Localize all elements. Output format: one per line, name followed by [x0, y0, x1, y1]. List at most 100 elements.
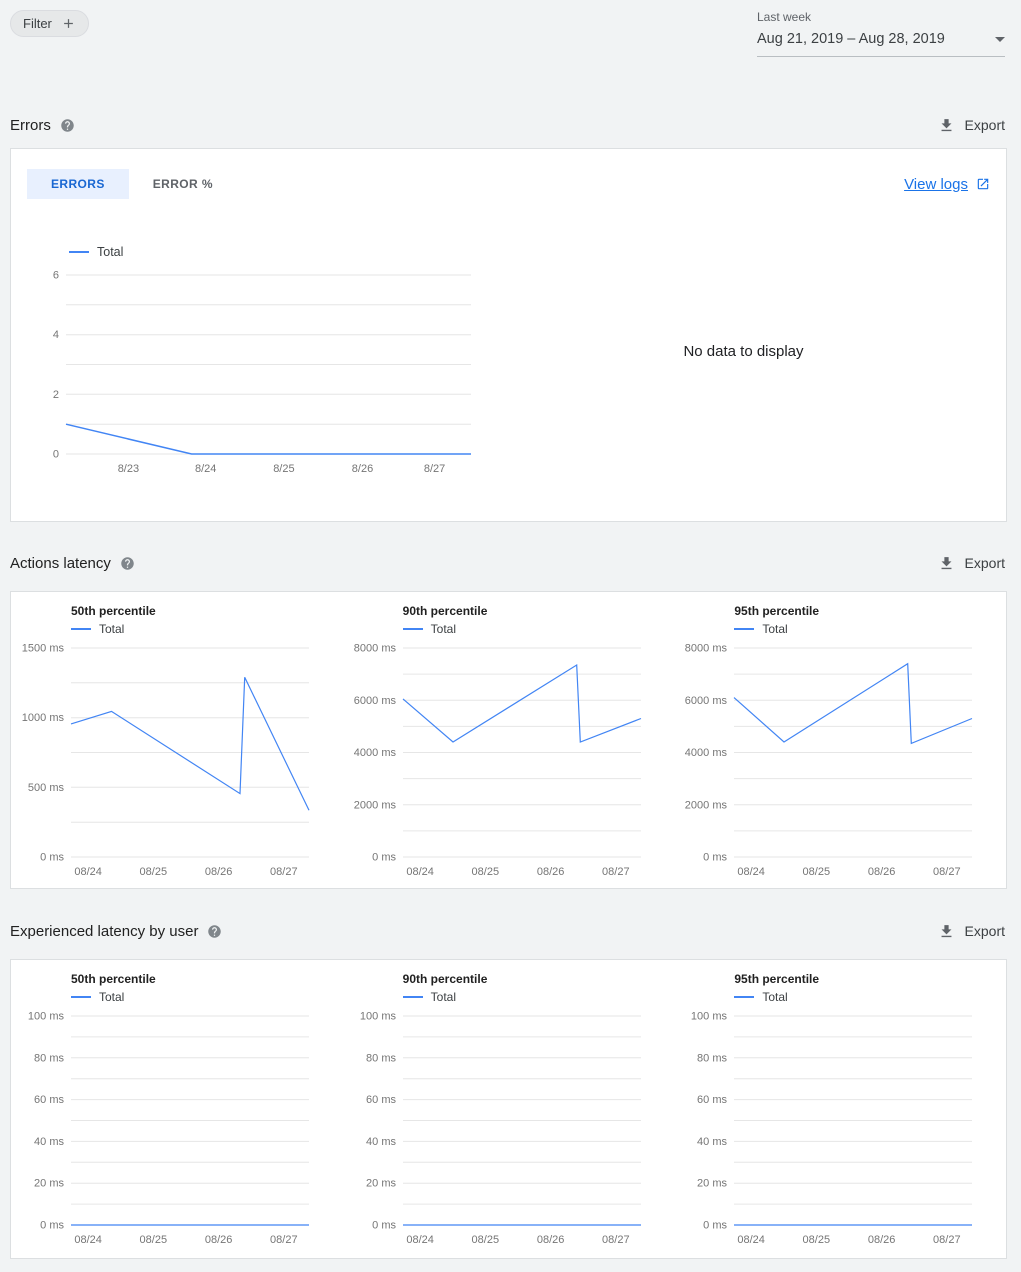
chart-title: 90th percentile	[402, 604, 488, 618]
svg-text:08/27: 08/27	[270, 1234, 298, 1246]
svg-text:0 ms: 0 ms	[40, 852, 64, 864]
view-logs-link[interactable]: View logs	[904, 176, 990, 193]
errors-export-label: Export	[964, 117, 1005, 133]
svg-text:0 ms: 0 ms	[372, 852, 396, 864]
tab-errors[interactable]: ERRORS	[27, 169, 129, 199]
svg-text:4000 ms: 4000 ms	[685, 747, 728, 759]
svg-text:08/25: 08/25	[140, 1234, 168, 1246]
svg-text:08/24: 08/24	[406, 866, 434, 878]
svg-text:0 ms: 0 ms	[704, 852, 728, 864]
svg-text:8/27: 8/27	[424, 463, 445, 475]
svg-text:08/26: 08/26	[537, 866, 565, 878]
svg-text:08/25: 08/25	[471, 866, 499, 878]
svg-text:08/26: 08/26	[868, 866, 896, 878]
experienced-latency-95th-block: 95th percentile Total 0 ms 20 ms 40 ms 60 m…	[674, 972, 1006, 1258]
svg-text:60 ms: 60 ms	[697, 1094, 727, 1106]
svg-text:08/26: 08/26	[205, 866, 233, 878]
experienced-latency-section-header: Experienced latency by user Export	[0, 920, 1021, 942]
legend-label: Total	[99, 990, 125, 1004]
legend-label: Total	[762, 990, 788, 1004]
experienced-latency-90th-chart: 0 ms 20 ms 40 ms 60 ms 80 ms 100 ms 08/24 08/25…	[351, 1006, 675, 1258]
experienced-latency-90th-block: 90th percentile Total 0 ms 20 ms 40 ms 60 m…	[343, 972, 675, 1258]
svg-text:80 ms: 80 ms	[34, 1052, 64, 1064]
svg-text:08/26: 08/26	[868, 1234, 896, 1246]
svg-text:0 ms: 0 ms	[40, 1220, 64, 1232]
svg-text:8/26: 8/26	[352, 463, 373, 475]
svg-text:08/24: 08/24	[74, 1234, 102, 1246]
plus-icon	[61, 16, 76, 31]
errors-legend: Total	[69, 245, 497, 259]
svg-text:0 ms: 0 ms	[704, 1220, 728, 1232]
legend-line-swatch	[734, 628, 755, 630]
legend-label: Total	[430, 622, 457, 636]
download-icon	[938, 923, 955, 940]
help-icon[interactable]	[207, 924, 222, 939]
svg-text:08/27: 08/27	[270, 866, 298, 878]
svg-text:08/25: 08/25	[803, 1234, 831, 1246]
errors-section-header: Errors Export	[0, 114, 1021, 136]
experienced-latency-export-label: Export	[964, 923, 1005, 939]
legend-label: Total	[762, 622, 788, 636]
svg-text:60 ms: 60 ms	[366, 1094, 396, 1106]
help-icon[interactable]	[120, 556, 135, 571]
actions-latency-95th-block: 95th percentile Total 0 ms 2000 ms 4000 ms…	[674, 604, 1006, 888]
svg-text:2: 2	[53, 389, 59, 401]
chart-title: 90th percentile	[402, 972, 488, 986]
svg-text:8000 ms: 8000 ms	[685, 643, 728, 655]
errors-tabs-row: ERRORS ERROR % View logs	[27, 169, 990, 199]
actions-latency-section-title: Actions latency	[10, 554, 111, 572]
svg-text:100 ms: 100 ms	[28, 1011, 65, 1023]
legend-label: Total	[99, 622, 125, 636]
actions-latency-90th-block: 90th percentile Total 0 ms 2000 ms 4000 ms…	[343, 604, 675, 888]
actions-latency-50th-chart: 0 ms 500 ms 1000 ms 1500 ms 08/24 08/25 08/26 0…	[19, 638, 343, 890]
svg-text:20 ms: 20 ms	[697, 1178, 727, 1190]
help-icon[interactable]	[60, 118, 75, 133]
svg-text:08/24: 08/24	[406, 1234, 434, 1246]
svg-text:1000 ms: 1000 ms	[22, 712, 65, 724]
actions-latency-50th-block: 50th percentile Total 0 ms 500 ms 1000 ms 1…	[11, 604, 343, 888]
svg-text:80 ms: 80 ms	[366, 1052, 396, 1064]
legend-label: Total	[430, 990, 457, 1004]
legend-line-swatch	[71, 628, 91, 630]
actions-latency-90th-chart: 0 ms 2000 ms 4000 ms 6000 ms 8000 ms 08/24 08/…	[351, 638, 675, 890]
experienced-latency-95th-chart: 0 ms 20 ms 40 ms 60 ms 80 ms 100 ms 08/24 08/25…	[682, 1006, 1006, 1258]
experienced-latency-export-button[interactable]: Export	[938, 923, 1005, 940]
svg-text:6000 ms: 6000 ms	[353, 695, 396, 707]
svg-text:08/25: 08/25	[471, 1234, 499, 1246]
svg-text:08/25: 08/25	[140, 866, 168, 878]
svg-text:08/27: 08/27	[602, 1234, 630, 1246]
svg-text:6000 ms: 6000 ms	[685, 695, 728, 707]
chart-title: 50th percentile	[71, 972, 156, 986]
svg-text:8/23: 8/23	[118, 463, 139, 475]
svg-text:08/25: 08/25	[803, 866, 831, 878]
actions-latency-card: 50th percentile Total 0 ms 500 ms 1000 ms 1…	[10, 591, 1007, 889]
svg-text:20 ms: 20 ms	[366, 1178, 396, 1190]
date-range-picker[interactable]: Last week Aug 21, 2019 – Aug 28, 2019	[757, 10, 1005, 57]
chart-title: 50th percentile	[71, 604, 156, 618]
svg-text:100 ms: 100 ms	[691, 1011, 728, 1023]
svg-text:100 ms: 100 ms	[360, 1011, 397, 1023]
filter-button[interactable]: Filter	[10, 10, 89, 37]
legend-line-swatch	[402, 628, 423, 630]
errors-chart-area: Total 0 2 4 6 8/23 8/24 8/25 8/26 8/27 No data t…	[27, 245, 990, 487]
errors-export-button[interactable]: Export	[938, 117, 1005, 134]
errors-section-title: Errors	[10, 116, 51, 134]
no-data-message: No data to display	[683, 342, 804, 360]
filter-label: Filter	[23, 16, 52, 31]
svg-text:8000 ms: 8000 ms	[353, 643, 396, 655]
svg-text:08/27: 08/27	[602, 866, 630, 878]
tab-error-percent[interactable]: ERROR %	[129, 169, 237, 199]
svg-text:500 ms: 500 ms	[28, 782, 65, 794]
svg-text:40 ms: 40 ms	[366, 1136, 396, 1148]
svg-text:0 ms: 0 ms	[372, 1220, 396, 1232]
actions-latency-export-label: Export	[964, 555, 1005, 571]
actions-latency-section-header: Actions latency Export	[0, 552, 1021, 574]
chevron-down-icon	[995, 36, 1005, 42]
errors-chart: 0 2 4 6 8/23 8/24 8/25 8/26 8/27	[27, 265, 497, 487]
chart-legend: Total	[734, 990, 1006, 1004]
errors-chart-column: Total 0 2 4 6 8/23 8/24 8/25 8/26 8/27	[27, 245, 497, 487]
actions-latency-export-button[interactable]: Export	[938, 555, 1005, 572]
svg-text:2000 ms: 2000 ms	[353, 799, 396, 811]
svg-text:08/24: 08/24	[74, 866, 102, 878]
chart-legend: Total	[402, 990, 675, 1004]
